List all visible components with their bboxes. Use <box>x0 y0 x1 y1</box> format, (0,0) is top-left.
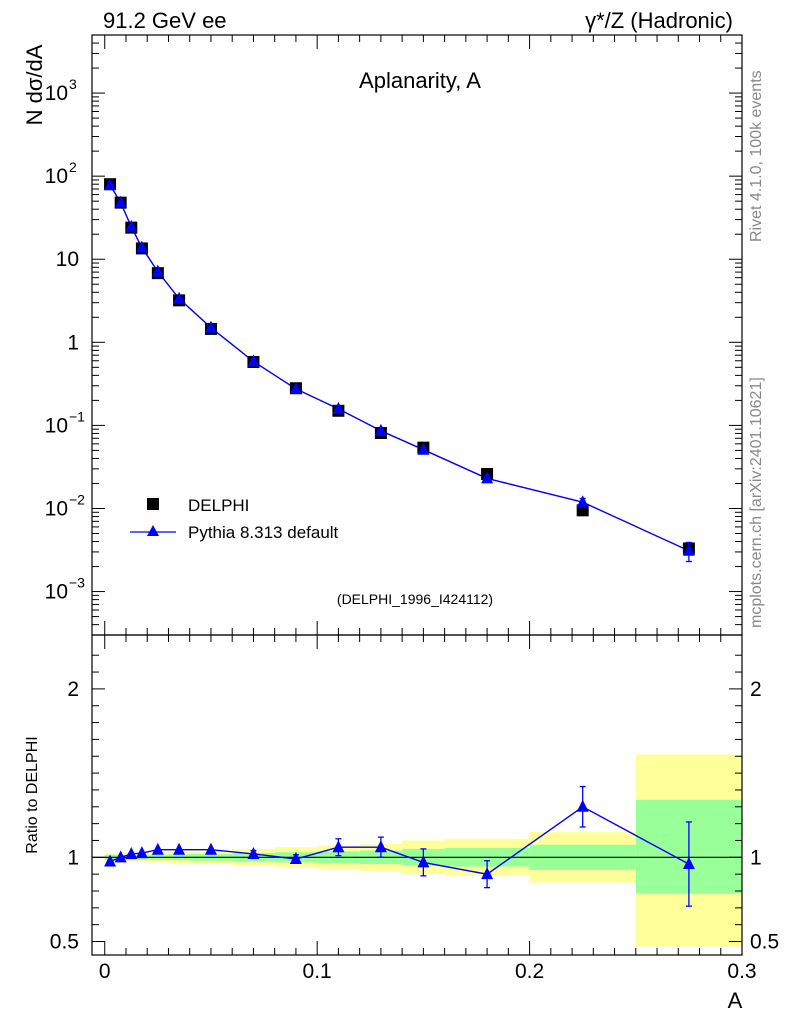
ratio-point <box>417 855 430 868</box>
pythia-point <box>173 291 186 304</box>
main-y-tick-exponent: 3 <box>69 76 77 92</box>
header-left: 91.2 GeV ee <box>103 8 227 33</box>
main-y-tick-exponent: −2 <box>69 491 85 507</box>
x-tick-label: 0.1 <box>303 960 332 983</box>
analysis-id-annotation: (DELPHI_1996_I424112) <box>337 591 493 607</box>
main-y-tick-label: 10 <box>45 414 68 437</box>
pythia-point <box>374 423 387 436</box>
pythia-point <box>682 543 695 556</box>
x-tick-label: 0 <box>99 960 111 983</box>
main-y-tick-label: 10 <box>45 165 68 188</box>
pythia-point <box>247 354 260 367</box>
main-y-tick-label: 1 <box>67 331 79 354</box>
x-axis-label: A <box>728 988 743 1013</box>
ratio-point <box>374 840 387 853</box>
pythia-point <box>289 381 302 394</box>
main-y-tick-label: 10 <box>45 581 68 604</box>
ratio-point <box>204 842 217 855</box>
ratio-y-tick-label-left: 2 <box>67 678 79 701</box>
pythia-point <box>417 442 430 455</box>
pythia-point <box>151 264 164 277</box>
ratio-point <box>247 846 260 859</box>
main-y-tick-label: 10 <box>45 497 68 520</box>
ratio-y-tick-label-right: 2 <box>750 678 762 701</box>
main-y-tick-exponent: −3 <box>69 575 85 591</box>
pythia-point <box>125 219 138 232</box>
ratio-point <box>682 857 695 870</box>
ratio-y-axis-label: Ratio to DELPHI <box>24 736 41 853</box>
main-plot-content <box>104 178 695 563</box>
ratio-point <box>151 842 164 855</box>
ratio-point <box>173 842 186 855</box>
legend-pythia-label: Pythia 8.313 default <box>188 523 339 542</box>
ratio-axis-ticks: 0.5 0.5 1 1 2 2 0 0.1 0.2 0.3 <box>50 635 779 983</box>
ratio-y-tick-label-right: 0.5 <box>750 931 779 954</box>
header-right: γ*/Z (Hadronic) <box>585 8 733 33</box>
ratio-point <box>135 846 148 859</box>
pythia-point <box>576 495 589 508</box>
ratio-y-tick-label-right: 1 <box>750 846 762 869</box>
pythia-point <box>104 178 117 191</box>
legend-delphi-marker <box>147 498 159 510</box>
ratio-frame <box>91 634 743 956</box>
main-y-tick-label: 10 <box>45 82 68 105</box>
delphi-point <box>576 504 589 517</box>
pythia-point <box>114 195 127 208</box>
ratio-point <box>332 840 345 853</box>
ratio-panel: 0.5 0.5 1 1 2 2 0 0.1 0.2 0.3 Ratio to DELPHI A <box>24 634 779 1013</box>
pythia-point <box>481 471 494 484</box>
legend-pythia-marker <box>147 525 159 536</box>
main-y-tick-exponent: −1 <box>69 408 85 424</box>
main-y-tick-exponent: 2 <box>69 159 77 175</box>
ratio-plot-content <box>92 785 742 907</box>
ratio-y-tick-label-left: 1 <box>67 846 79 869</box>
ratio-point <box>576 799 589 812</box>
ratio-point <box>125 846 138 859</box>
pythia-point <box>332 401 345 414</box>
main-title: Aplanarity, A <box>359 68 481 93</box>
x-tick-label: 0.2 <box>515 960 544 983</box>
legend: DELPHI Pythia 8.313 default <box>130 496 339 542</box>
ratio-point <box>289 852 302 864</box>
ratio-point <box>114 850 127 863</box>
x-tick-label: 0.3 <box>727 960 756 983</box>
main-y-tick-label: 10 <box>56 248 79 271</box>
pythia-point <box>204 320 217 333</box>
main-y-axis-label: N dσ/dA <box>22 44 47 125</box>
legend-delphi-label: DELPHI <box>188 496 249 515</box>
pythia-point <box>135 240 148 253</box>
main-frame <box>91 34 743 636</box>
ratio-point <box>104 854 117 867</box>
ratio-y-tick-label-left: 0.5 <box>50 931 79 954</box>
mcplots-label: mcplots.cern.ch [arXiv:2401.10621] <box>748 377 765 628</box>
ratio-point <box>481 867 494 880</box>
rivet-version-label: Rivet 4.1.0, 100k events <box>748 70 765 242</box>
